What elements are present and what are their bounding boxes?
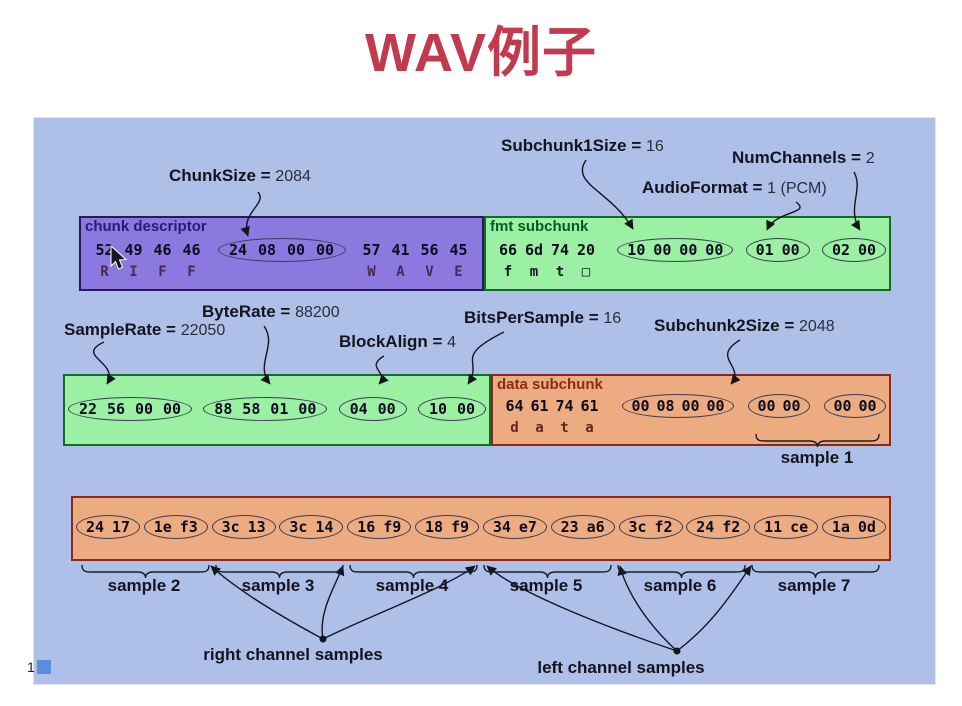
byte-group: 04 00 — [338, 397, 407, 421]
callout-chunk-size: ChunkSize = 2084 — [169, 166, 311, 185]
byte-group: 24 08 00 00 — [217, 238, 346, 262]
byte-group: 88 58 01 00 — [203, 397, 328, 421]
chunk-descriptor-box: chunk descriptor 52 49 46 46 R I F F 24 08 00 00 57 4… — [79, 216, 484, 291]
fmt-subchunk-box: fmt subchunk 66 6d 74 20 f m t □ 10 00 00 00 01 00 02 0… — [484, 216, 891, 291]
byte-group: 02 00 — [821, 238, 886, 262]
byte-group: 1e f3 — [143, 515, 208, 539]
byte-group: 16 f9 — [347, 515, 412, 539]
data-subchunk-title: data subchunk — [497, 376, 603, 393]
byte-group: 57 41 56 45 W A V E — [362, 241, 468, 280]
byte-group: 3c 14 — [279, 515, 344, 539]
byte-group: 3c f2 — [618, 515, 683, 539]
byte-group: 00 08 00 00 — [622, 394, 734, 418]
byte-group: 1a 0d — [821, 515, 886, 539]
byte-group: 00 00 — [748, 394, 810, 418]
byte-group: 22 56 00 00 — [68, 397, 192, 421]
byte-group: 24 f2 — [686, 515, 751, 539]
sample1-label: sample 1 — [780, 448, 854, 467]
right-channel-label: right channel samples — [203, 645, 383, 664]
byte-group: 34 e7 — [482, 515, 547, 539]
fmt-subchunk-title: fmt subchunk — [490, 218, 589, 235]
callout-sample-rate: SampleRate = 22050 — [64, 320, 226, 339]
byte-group: 66 6d 74 20 f m t □ — [498, 241, 596, 280]
sample-label: sample 7 — [777, 576, 851, 595]
byte-group: 64 61 74 61 d a t a — [505, 397, 599, 436]
chunk-descriptor-title: chunk descriptor — [85, 218, 207, 235]
page-marker-square — [36, 660, 51, 674]
left-channel-label: left channel samples — [537, 658, 705, 677]
byte-group: 3c 13 — [211, 515, 276, 539]
callout-subchunk2-size: Subchunk2Size = 2048 — [654, 316, 835, 335]
callout-subchunk1-size: Subchunk1Size = 16 — [501, 136, 664, 155]
slide-panel: ChunkSize = 2084 Subchunk1Size = 16 NumC… — [27, 117, 936, 685]
callout-bits-per-sample: BitsPerSample = 16 — [464, 308, 622, 327]
byte-group: 24 17 — [76, 515, 140, 539]
page-marker: 1 — [27, 659, 51, 675]
sample-label: sample 2 — [107, 576, 181, 595]
callout-audio-format: AudioFormat = 1 (PCM) — [642, 178, 827, 197]
sample-data-box: 24 17 1e f3 3c 13 3c 14 16 f9 18 f9 34 e7 23 a6 3c f2 24 f2… — [71, 496, 891, 561]
byte-group: 18 f9 — [415, 515, 480, 539]
byte-group: 11 ce — [754, 515, 819, 539]
byte-group: 10 00 — [417, 397, 486, 421]
page-title: WAV例子 — [365, 23, 597, 83]
data-subchunk-box: data subchunk 64 61 74 61 d a t a 00 08 00 00 00 00 00… — [491, 374, 891, 446]
byte-group: 00 00 — [824, 394, 886, 418]
sample-label: sample 3 — [241, 576, 315, 595]
sample-label: sample 4 — [375, 576, 449, 595]
byte-group: 10 00 00 00 — [617, 238, 734, 262]
sample-label: sample 5 — [509, 576, 583, 595]
sample-label: sample 6 — [643, 576, 717, 595]
byte-group: 52 49 46 46 R I F F — [95, 241, 201, 280]
callout-block-align: BlockAlign = 4 — [339, 332, 457, 351]
callout-byte-rate: ByteRate = 88200 — [202, 302, 340, 321]
byte-group: 01 00 — [745, 238, 810, 262]
callout-num-channels: NumChannels = 2 — [732, 148, 875, 167]
byte-group: 23 a6 — [550, 515, 615, 539]
page-number: 1 — [27, 659, 35, 675]
fmt-fields-box: 22 56 00 00 88 58 01 00 04 00 10 00 — [63, 374, 491, 446]
